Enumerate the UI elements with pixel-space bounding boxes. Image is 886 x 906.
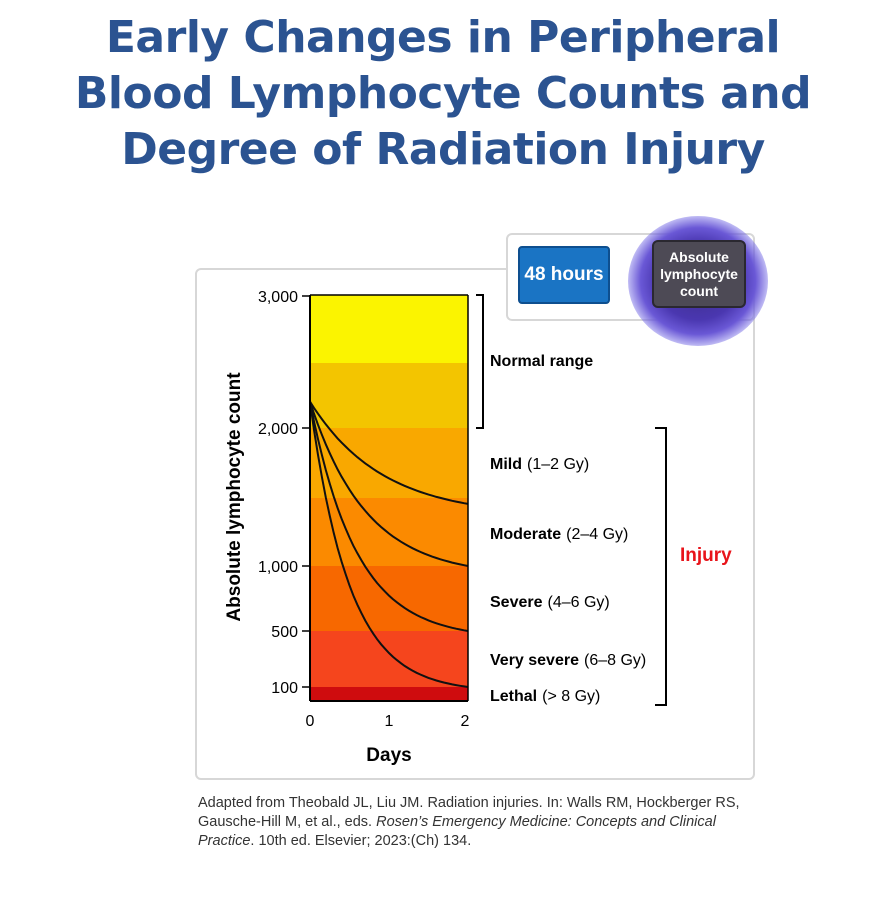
curve-mild <box>309 401 469 505</box>
y-tick-2000: 2,000 <box>258 421 298 438</box>
chart-panel <box>195 268 755 780</box>
band-3000 <box>310 295 468 363</box>
normal-range-bracket <box>476 294 484 429</box>
normal-range-label: Normal range <box>490 353 593 370</box>
injury-bracket <box>655 427 667 706</box>
page-title: Early Changes in Peripheral Blood Lympho… <box>0 10 886 178</box>
source-caption: Adapted from Theobald JL, Liu JM. Radiat… <box>198 794 758 851</box>
curve-moderate <box>309 401 469 567</box>
band-1000 <box>310 566 468 631</box>
band-2000 <box>310 428 468 498</box>
x-tick-0: 0 <box>306 713 315 730</box>
title-line-3: Degree of Radiation Injury <box>121 124 765 175</box>
absolute-count-box: Absolute lymphocyte count <box>652 240 746 308</box>
y-tick-3000: 3,000 <box>258 289 298 306</box>
caption-part-1: Adapted from Theobald JL, Liu JM. Radiat… <box>198 795 740 830</box>
x-tick-1: 1 <box>385 713 394 730</box>
injury-label: Injury <box>680 545 732 566</box>
absolute-count-label: Absolute lymphocyte count <box>660 248 738 299</box>
y-axis-label: Absolute lymphocyte count <box>224 372 245 622</box>
curve-severe <box>309 401 469 632</box>
label-very-severe: Very severe (6–8 Gy) <box>490 652 646 669</box>
curve-very-severe <box>309 401 469 688</box>
caption-book-title: Rosen’s Emergency Medicine: Concepts and… <box>198 814 716 849</box>
y-tick-500: 500 <box>271 624 298 641</box>
curve-group <box>309 401 469 688</box>
label-moderate: Moderate (2–4 Gy) <box>490 526 628 543</box>
label-severe: Severe (4–6 Gy) <box>490 594 610 611</box>
band-100 <box>310 687 468 701</box>
band-2500 <box>310 363 468 428</box>
label-mild: Mild (1–2 Gy) <box>490 456 589 473</box>
caption-part-2: . 10th ed. Elsevier; 2023:(Ch) 134. <box>250 833 472 849</box>
x-tick-2: 2 <box>461 713 470 730</box>
x-axis-label: Days <box>366 745 411 766</box>
y-tick-1000: 1,000 <box>258 559 298 576</box>
title-line-1: Early Changes in Peripheral <box>105 12 781 63</box>
title-line-2: Blood Lymphocyte Counts and <box>74 68 812 119</box>
band-500 <box>310 631 468 687</box>
band-1500 <box>310 498 468 566</box>
y-tick-100: 100 <box>271 680 298 697</box>
label-lethal: Lethal (> 8 Gy) <box>490 688 600 705</box>
hours-label-box: 48 hours <box>518 246 610 304</box>
